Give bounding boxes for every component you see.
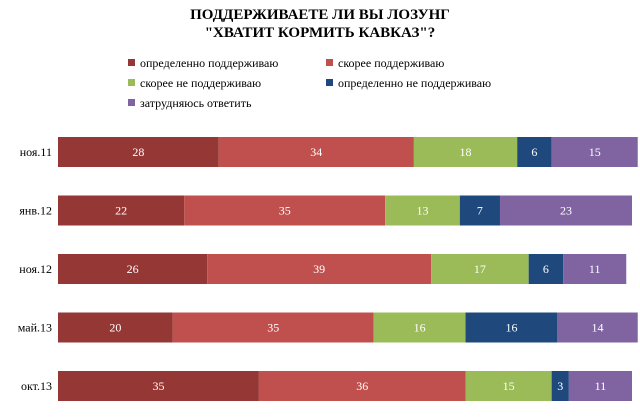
data-label: 35 — [279, 204, 291, 218]
legend-label-rather-support: скорее поддерживаю — [338, 56, 445, 70]
legend-swatch-rather-not-support — [128, 79, 135, 86]
bar-segment — [551, 371, 569, 401]
legend-item-definitely-support: определенно поддерживаю — [128, 56, 278, 70]
legend-swatch-hard-to-say — [128, 99, 135, 106]
data-label: 14 — [592, 321, 604, 335]
bar-segment — [517, 137, 552, 167]
data-label: 7 — [477, 204, 483, 218]
data-label: 26 — [127, 262, 139, 276]
bar-segment — [258, 371, 466, 401]
bar-segment — [528, 254, 564, 284]
legend-item-rather-support: скорее поддерживаю — [326, 56, 444, 70]
chart-title: ПОДДЕРЖИВАЕТЕ ЛИ ВЫ ЛОЗУНГ "ХВАТИТ КОРМИ… — [0, 6, 640, 42]
data-label: 11 — [589, 262, 601, 276]
bar-segment — [184, 195, 386, 226]
data-label: 36 — [356, 379, 368, 393]
legend-item-rather-not-support: скорее не поддерживаю — [128, 76, 261, 90]
bar-segment — [459, 195, 500, 226]
data-label: 6 — [531, 145, 537, 159]
bar-segment — [499, 195, 632, 226]
category-label: окт.13 — [21, 379, 52, 393]
category-label: май.13 — [18, 321, 52, 335]
data-label: 11 — [595, 379, 607, 393]
bar-segment — [172, 312, 374, 343]
bar-segment — [373, 312, 466, 343]
bar-segment — [465, 371, 552, 401]
category-label: ноя.11 — [20, 145, 52, 159]
data-label: 16 — [505, 321, 517, 335]
bar-segment — [58, 371, 259, 401]
data-label: 35 — [152, 379, 164, 393]
data-label: 16 — [414, 321, 426, 335]
bar-segment — [563, 254, 627, 284]
legend-swatch-rather-support — [326, 59, 333, 66]
bar-segment — [551, 137, 638, 167]
legend-item-definitely-not-support: определенно не поддерживаю — [326, 76, 491, 90]
data-label: 17 — [474, 262, 486, 276]
legend-swatch-definitely-support — [128, 59, 135, 66]
data-label: 35 — [267, 321, 279, 335]
chart-title-line-2: "ХВАТИТ КОРМИТЬ КАВКАЗ"? — [204, 25, 436, 41]
chart-title-line-1: ПОДДЕРЖИВАЕТЕ ЛИ ВЫ ЛОЗУНГ — [190, 7, 450, 23]
bar-segment — [58, 137, 219, 167]
data-label: 15 — [589, 145, 601, 159]
bar-segment — [58, 254, 208, 284]
category-label: янв.12 — [19, 204, 52, 218]
category-label: ноя.12 — [19, 262, 52, 276]
legend-item-hard-to-say: затрудняюсь ответить — [128, 96, 251, 110]
data-label: 39 — [313, 262, 325, 276]
data-label: 3 — [557, 379, 563, 393]
data-label: 13 — [416, 204, 428, 218]
bar-segment — [413, 137, 518, 167]
data-label: 15 — [503, 379, 515, 393]
data-label: 22 — [115, 204, 127, 218]
legend: определенно поддерживаю скорее поддержив… — [0, 0, 640, 120]
bar-segment — [557, 312, 638, 343]
bar-segment — [385, 195, 460, 226]
bar-segment — [218, 137, 414, 167]
data-label: 6 — [543, 262, 549, 276]
bar-segment — [58, 195, 185, 226]
bar-segment — [465, 312, 558, 343]
bar-segment — [431, 254, 529, 284]
data-label: 23 — [560, 204, 572, 218]
data-label: 34 — [310, 145, 322, 159]
legend-swatch-definitely-not-support — [326, 79, 333, 86]
legend-label-hard-to-say: затрудняюсь ответить — [140, 96, 252, 110]
legend-label-definitely-support: определенно поддерживаю — [140, 56, 279, 70]
data-label: 20 — [109, 321, 121, 335]
bar-segment — [207, 254, 432, 284]
bar-segment — [58, 312, 173, 343]
data-label: 28 — [132, 145, 144, 159]
legend-label-rather-not-support: скорее не поддерживаю — [140, 76, 262, 90]
bar-segment — [568, 371, 632, 401]
data-label: 18 — [460, 145, 472, 159]
legend-label-definitely-not-support: определенно не поддерживаю — [338, 76, 492, 90]
